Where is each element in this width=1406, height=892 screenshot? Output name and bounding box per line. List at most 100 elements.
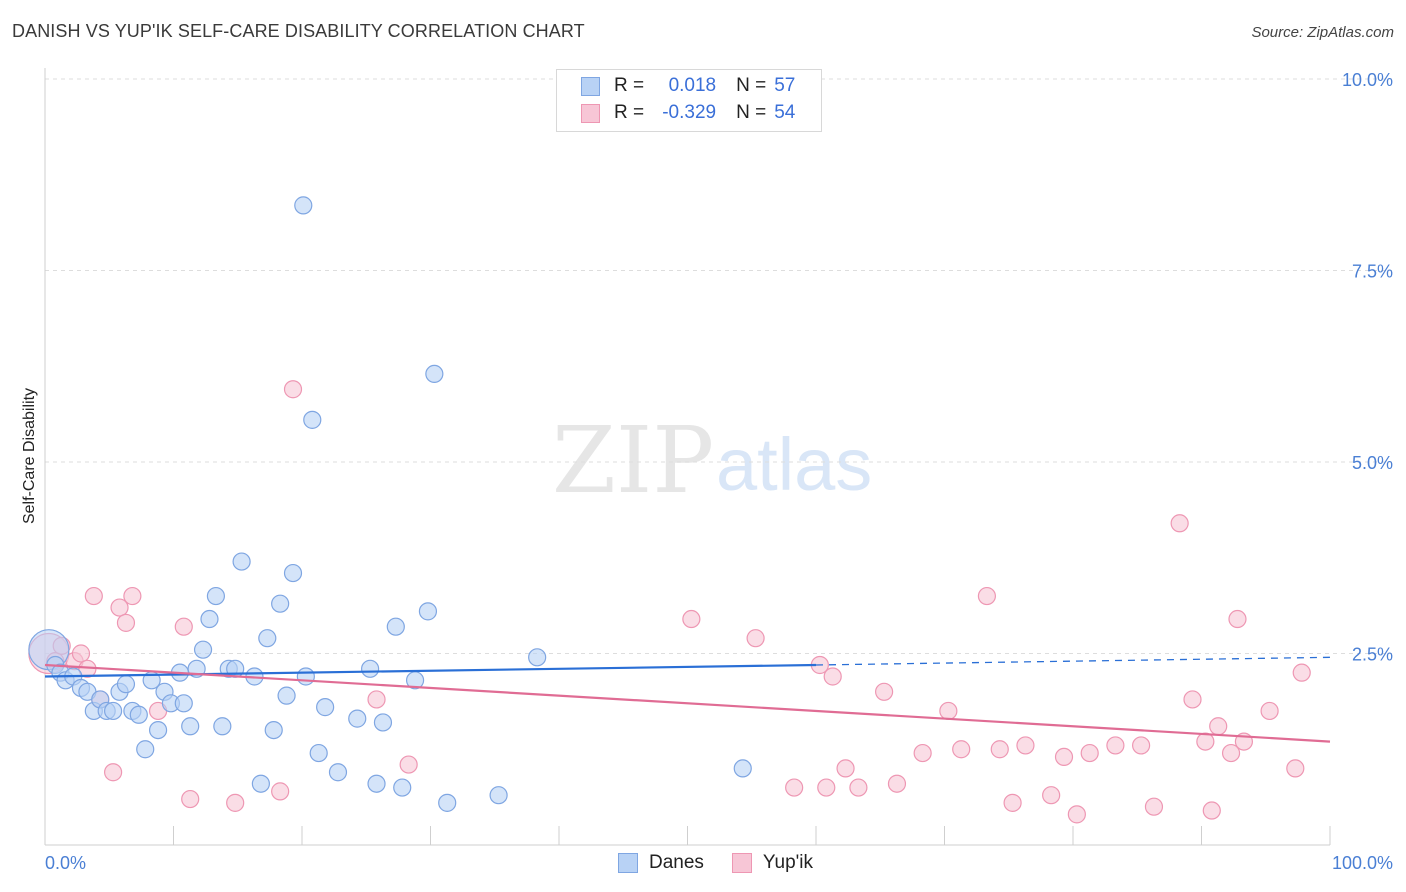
yupik-legend-swatch (731, 853, 752, 873)
yupik-point (682, 609, 701, 629)
yupik-point (104, 763, 123, 782)
danes-point (361, 659, 380, 678)
yupik-point (283, 380, 303, 399)
yupik-point (84, 586, 103, 606)
yupik-point (785, 778, 804, 797)
yupik-point (1132, 736, 1151, 755)
danes-point (148, 720, 168, 740)
y-axis-label: Self-Care Disability (21, 388, 38, 524)
yupik-point (1292, 663, 1311, 682)
danes-point (104, 701, 123, 721)
yupik-point (952, 740, 971, 759)
yupik-trend-line (44, 663, 1331, 743)
x-tick-label: 100.0% (1332, 853, 1393, 873)
danes-point (193, 640, 213, 659)
legend-item-danes[interactable]: Danes (618, 852, 704, 874)
y-tick-label: 7.5% (1352, 262, 1393, 282)
axis-layer (44, 68, 1331, 846)
danes-point (303, 410, 322, 429)
yupik-point (1228, 609, 1247, 629)
yupik-point (887, 774, 907, 793)
tick-labels: 2.5% 5.0% 7.5% 10.0% 0.0% 100.0% (45, 70, 1393, 873)
danes-point (348, 709, 367, 728)
yupik-point (123, 586, 142, 606)
danes-point (386, 617, 405, 636)
danes-legend-swatch (618, 853, 638, 873)
yupik-point (1080, 743, 1099, 763)
series-legend: Danes Yup'ik (618, 852, 841, 874)
danes-trend-extension (815, 656, 1331, 666)
yupik-point (174, 617, 193, 636)
danes-point (367, 774, 386, 793)
yupik-point (1221, 743, 1241, 763)
danes-point (438, 793, 457, 812)
danes-point (309, 743, 328, 763)
yupik-point (939, 701, 958, 721)
yupik-point (1003, 793, 1022, 812)
legend-item-yupik[interactable]: Yup'ik (731, 852, 814, 874)
yupik-point (823, 667, 842, 686)
yupik-legend-label: Yup'ik (762, 852, 814, 873)
legend-row-danes: R = 0.018 N = 57 (581, 74, 795, 98)
watermark-zip: ZIP (552, 407, 714, 514)
y-tick-label: 5.0% (1352, 453, 1393, 473)
y-tick-label: 2.5% (1352, 645, 1393, 665)
danes-trend-line (44, 663, 817, 678)
yupik-point (116, 613, 136, 632)
legend-row-yupik: R = -0.329 N = 54 (581, 101, 795, 125)
danes-point (264, 720, 283, 740)
yupik-point (1170, 514, 1189, 533)
yupik-point (181, 789, 200, 809)
danes-point (258, 629, 277, 648)
danes-point (174, 694, 193, 713)
yupik-point (71, 644, 91, 663)
danes-point (294, 196, 313, 215)
yupik-point (836, 759, 855, 778)
danes-point (277, 686, 296, 705)
yupik-point (913, 743, 932, 763)
yupik-point (1286, 759, 1305, 778)
danes-point (251, 774, 270, 793)
danes-legend-label: Danes (649, 852, 704, 873)
x-tick-label: 0.0% (45, 853, 86, 873)
yupik-point (817, 778, 836, 797)
r-value-yupik: -0.329 (662, 102, 717, 123)
yupik-point (271, 782, 290, 801)
danes-point (489, 786, 508, 805)
danes-point (418, 602, 438, 621)
danes-point (181, 717, 200, 736)
danes-point (373, 713, 393, 732)
danes-point (425, 364, 444, 384)
r-value-danes: 0.018 (668, 75, 717, 96)
yupik-point (746, 629, 765, 648)
danes-point (296, 667, 315, 686)
yupik-point (875, 682, 894, 701)
danes-point (283, 563, 303, 583)
watermark-atlas: atlas (716, 423, 872, 506)
yupik-point (1260, 701, 1279, 721)
danes-point (200, 609, 219, 629)
y-tick-label: 10.0% (1342, 70, 1393, 90)
danes-point (528, 648, 547, 667)
yupik-point (1209, 717, 1228, 736)
yupik-point (1183, 690, 1202, 709)
yupik-point (990, 740, 1009, 759)
yupik-point (367, 690, 386, 709)
yupik-point (1016, 736, 1035, 755)
yupik-point (1144, 797, 1164, 816)
danes-point (733, 759, 752, 778)
danes-point (328, 763, 348, 782)
yupik-point (1042, 786, 1061, 805)
yupik-point (849, 778, 868, 797)
stats-legend: R = 0.018 N = 57 R = -0.329 N = 54 (556, 69, 822, 132)
yupik-point (1067, 805, 1086, 824)
yupik-point (399, 755, 418, 774)
danes-point (393, 778, 412, 797)
yupik-point (226, 793, 245, 812)
n-label: N = (736, 102, 767, 123)
yupik-point (1202, 801, 1221, 820)
trend-lines (44, 656, 1331, 743)
yupik-swatch (581, 103, 600, 123)
source-note: Source: ZipAtlas.com (1251, 24, 1394, 41)
